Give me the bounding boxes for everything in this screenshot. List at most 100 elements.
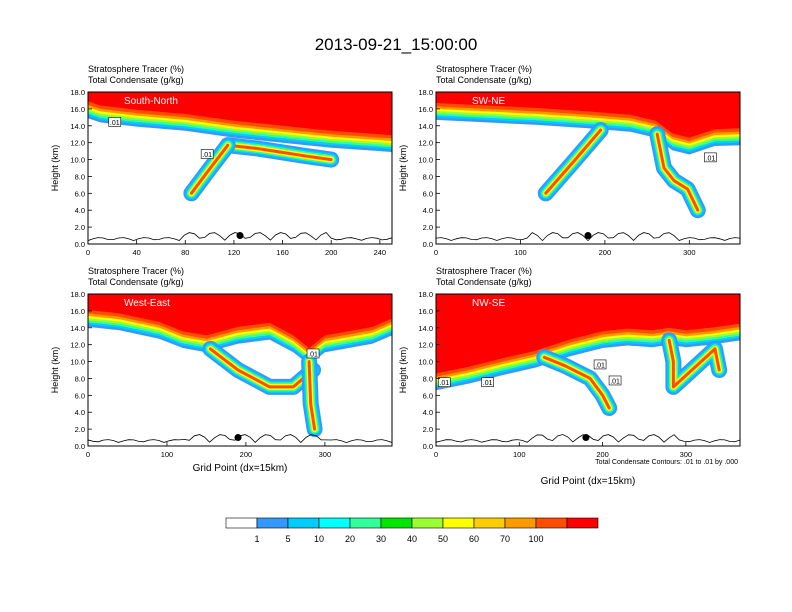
colorbar-swatch — [504, 517, 537, 529]
x-tick-label: 160 — [276, 248, 289, 257]
plot-frame — [87, 293, 393, 447]
contour-label-box — [704, 152, 717, 163]
y-tick-label: 2.0 — [75, 223, 85, 232]
tracer-plume-tail — [307, 360, 317, 431]
tracer-field — [88, 92, 392, 244]
y-tick-label: 2.0 — [423, 223, 433, 232]
x-tick-label: 100 — [513, 450, 526, 459]
contour-note: Total Condensate Contours: .01 to .01 by… — [595, 459, 738, 466]
x-tick-label: 0 — [86, 248, 90, 257]
panel-title-line1: Stratosphere Tracer (%) — [88, 64, 184, 74]
contour-label: .01 — [595, 362, 605, 369]
y-tick-label: 4.0 — [423, 408, 433, 417]
x-tick-label: 200 — [240, 450, 253, 459]
colorbar-label: 100 — [528, 534, 543, 544]
x-tick-label: 300 — [319, 450, 332, 459]
colorbar-swatch — [411, 517, 444, 529]
x-tick-label: 300 — [683, 248, 696, 257]
panel-label: NW-SE — [472, 298, 505, 309]
tracer-band-7 — [436, 294, 740, 374]
y-tick-label: 14.0 — [418, 324, 433, 333]
colorbar-label: 30 — [376, 534, 386, 544]
plot-area-nw-se: .01 .01 .01 .01 NW-SE 0.0 2.0 4.0 6.0 8.0 10.0 12.0… — [398, 290, 741, 487]
y-tick-label: 4.0 — [423, 206, 433, 215]
colorbar-label: 20 — [345, 534, 355, 544]
y-axis-label: Height (km) — [398, 347, 408, 394]
contour-label: .01 — [308, 351, 318, 358]
tracer-plume — [226, 143, 333, 162]
colorbar-label: 10 — [314, 534, 324, 544]
colorbar-label: 5 — [285, 534, 290, 544]
y-tick-label: 18.0 — [70, 88, 85, 97]
x-tick-label: 300 — [680, 450, 693, 459]
y-tick-label: 14.0 — [70, 122, 85, 131]
panel-label: SW-NE — [472, 96, 505, 107]
colorbar-label: 40 — [407, 534, 417, 544]
tracer-band-7 — [436, 92, 740, 138]
panel-sw-ne: Stratosphere Tracer (%) Total Condensate… — [398, 64, 741, 257]
x-axis-label: Grid Point (dx=15km) — [193, 463, 288, 474]
y-tick-label: 10.0 — [70, 358, 85, 367]
station-marker — [584, 232, 592, 240]
colorbar-swatch — [256, 517, 289, 529]
y-tick-label: 0.0 — [75, 240, 85, 249]
panel-title-line1: Stratosphere Tracer (%) — [436, 266, 532, 276]
x-tick-label: 40 — [132, 248, 140, 257]
y-axis-label: Height (km) — [398, 145, 408, 192]
contour-label-box — [438, 377, 451, 387]
y-tick-label: 18.0 — [418, 290, 433, 299]
contour-label-box — [200, 149, 214, 159]
panel-title-line1: Stratosphere Tracer (%) — [436, 64, 532, 74]
y-axis-label: Height (km) — [50, 145, 60, 192]
y-tick-label: 4.0 — [75, 206, 85, 215]
y-tick-label: 18.0 — [70, 290, 85, 299]
x-tick-label: 240 — [374, 248, 387, 257]
contour-label: .01 — [110, 120, 120, 127]
plot-area-west-east: .01 West-East 0.0 2.0 4.0 6.0 8.0 10.0 12.0 14.0 1… — [50, 290, 393, 474]
y-tick-label: 16.0 — [418, 307, 433, 316]
y-tick-label: 14.0 — [418, 122, 433, 131]
x-tick-label: 100 — [514, 248, 527, 257]
colorbar-swatch — [318, 517, 351, 529]
y-tick-label: 18.0 — [418, 88, 433, 97]
y-tick-label: 16.0 — [70, 105, 85, 114]
y-tick-label: 0.0 — [423, 240, 433, 249]
panel-label: West-East — [124, 298, 170, 309]
x-tick-label: 0 — [434, 248, 438, 257]
contour-label: .01 — [483, 380, 493, 387]
y-tick-label: 0.0 — [423, 442, 433, 451]
panel-west-east: Stratosphere Tracer (%) Total Condensate… — [50, 266, 393, 474]
panel-title-line2: Total Condensate (g/kg) — [436, 75, 532, 85]
plot-area-sw-ne: .01 SW-NE 0.0 2.0 4.0 6.0 8.0 10.0 12.0 14.0 16.0 1… — [398, 88, 741, 257]
tracer-field — [88, 294, 392, 446]
tracer-field — [436, 294, 740, 446]
contour-label: .01 — [439, 380, 449, 387]
y-tick-label: 2.0 — [423, 425, 433, 434]
x-tick-label: 80 — [181, 248, 189, 257]
tracer-plume-tail — [189, 143, 230, 195]
contour-label-box — [306, 348, 320, 359]
y-tick-label: 4.0 — [75, 408, 85, 417]
y-tick-label: 14.0 — [70, 324, 85, 333]
x-tick-label: 120 — [228, 248, 241, 257]
plot-frame — [87, 91, 393, 245]
panel-title-line2: Total Condensate (g/kg) — [436, 277, 532, 287]
colorbar-swatch — [473, 517, 506, 529]
colorbar-swatch — [380, 517, 413, 529]
plot-frame — [435, 293, 741, 447]
station-marker — [236, 232, 244, 240]
tracer-band-7 — [88, 294, 392, 348]
panel-title-line2: Total Condensate (g/kg) — [88, 277, 184, 287]
y-tick-label: 10.0 — [418, 156, 433, 165]
colorbar-swatch — [442, 517, 475, 529]
y-tick-label: 8.0 — [75, 374, 85, 383]
y-tick-label: 16.0 — [70, 307, 85, 316]
x-tick-label: 100 — [161, 450, 174, 459]
figure-title: 2013-09-21_15:00:00 — [315, 35, 478, 54]
colorbar-label: 60 — [469, 534, 479, 544]
colorbar-label: 1 — [254, 534, 259, 544]
colorbar-label: 50 — [438, 534, 448, 544]
contour-label-box — [108, 117, 122, 127]
terrain-line — [436, 232, 740, 242]
x-tick-label: 200 — [325, 248, 338, 257]
